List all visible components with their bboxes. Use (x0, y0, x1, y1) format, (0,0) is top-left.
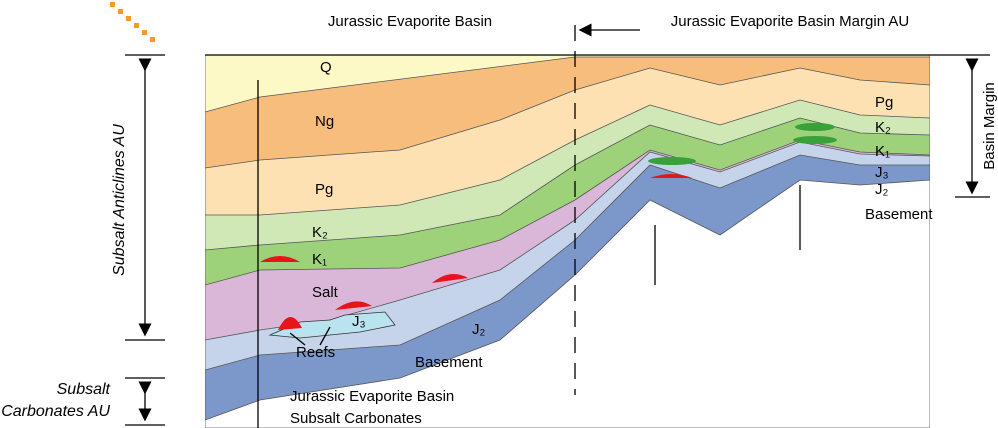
basement (205, 179, 930, 428)
layer-label: Pg (315, 181, 333, 198)
header-right: Jurassic Evaporite Basin Margin AU (671, 13, 909, 30)
layer-label: Q (320, 59, 332, 76)
layer-label: J₃ (352, 313, 366, 330)
side-label: Basin Margin (981, 82, 998, 170)
layer-label: Ng (315, 113, 334, 130)
layer-label: K₂ (312, 224, 328, 241)
margin-label: Pg (875, 94, 893, 111)
margin-label: Basement (865, 206, 933, 223)
subsalt-label: Jurassic Evaporite Basin (290, 388, 454, 405)
layers (205, 55, 930, 428)
fields (260, 123, 837, 330)
margin-label: K₂ (875, 119, 891, 136)
side-label: Subsalt (57, 381, 111, 398)
margin-label: J₂ (875, 181, 889, 198)
lines (125, 23, 990, 428)
margin-label: J₃ (875, 164, 889, 181)
subsalt-label: Subsalt Carbonates (290, 410, 422, 427)
decoration (110, 2, 155, 42)
layer-label: J₂ (472, 321, 486, 338)
layer-label: Reefs (296, 344, 335, 361)
reef-zone (268, 311, 396, 339)
layer-label: Salt (312, 284, 339, 301)
layer-label: Basement (415, 354, 483, 371)
header-left: Jurassic Evaporite Basin (328, 13, 492, 30)
margin-label: K₁ (875, 143, 890, 160)
layer-label: K₁ (312, 251, 327, 268)
side-label: Carbonates AU (1, 403, 110, 420)
side-label: Subsalt Anticlines AU (111, 124, 128, 276)
